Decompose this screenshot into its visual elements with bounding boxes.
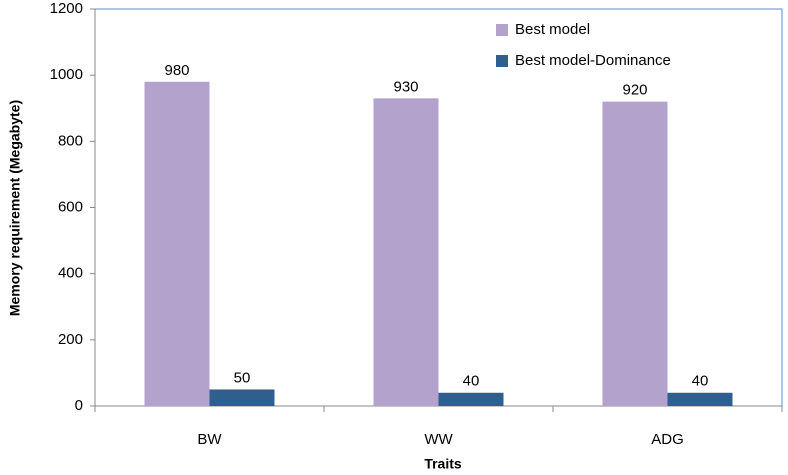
y-tick-label: 600 bbox=[58, 198, 83, 215]
x-axis-label: Traits bbox=[424, 456, 462, 472]
y-tick-label: 400 bbox=[58, 265, 83, 282]
bar bbox=[438, 392, 504, 406]
y-tick-label: 0 bbox=[75, 397, 83, 414]
data-label: 980 bbox=[164, 62, 189, 79]
data-label: 40 bbox=[463, 373, 480, 390]
legend-label: Best model bbox=[515, 21, 590, 38]
legend-swatch bbox=[496, 24, 508, 36]
legend-label: Best model-Dominance bbox=[515, 52, 671, 69]
x-tick-label: BW bbox=[197, 431, 222, 448]
bar bbox=[602, 101, 668, 406]
x-tick-label: WW bbox=[424, 431, 453, 448]
bar bbox=[373, 98, 439, 406]
x-tick-label: ADG bbox=[651, 431, 684, 448]
data-label: 920 bbox=[622, 82, 647, 99]
legend-swatch bbox=[496, 55, 508, 67]
y-tick-label: 1000 bbox=[50, 66, 83, 83]
bar bbox=[667, 392, 733, 406]
y-tick-label: 1200 bbox=[50, 0, 83, 17]
data-label: 50 bbox=[234, 369, 251, 386]
y-axis-label: Memory requirement (Megabyte) bbox=[7, 100, 23, 316]
bar bbox=[209, 389, 275, 406]
data-label: 40 bbox=[692, 373, 709, 390]
data-label: 930 bbox=[393, 78, 418, 95]
y-tick-label: 800 bbox=[58, 132, 83, 149]
y-tick-label: 200 bbox=[58, 331, 83, 348]
bar bbox=[144, 81, 210, 407]
